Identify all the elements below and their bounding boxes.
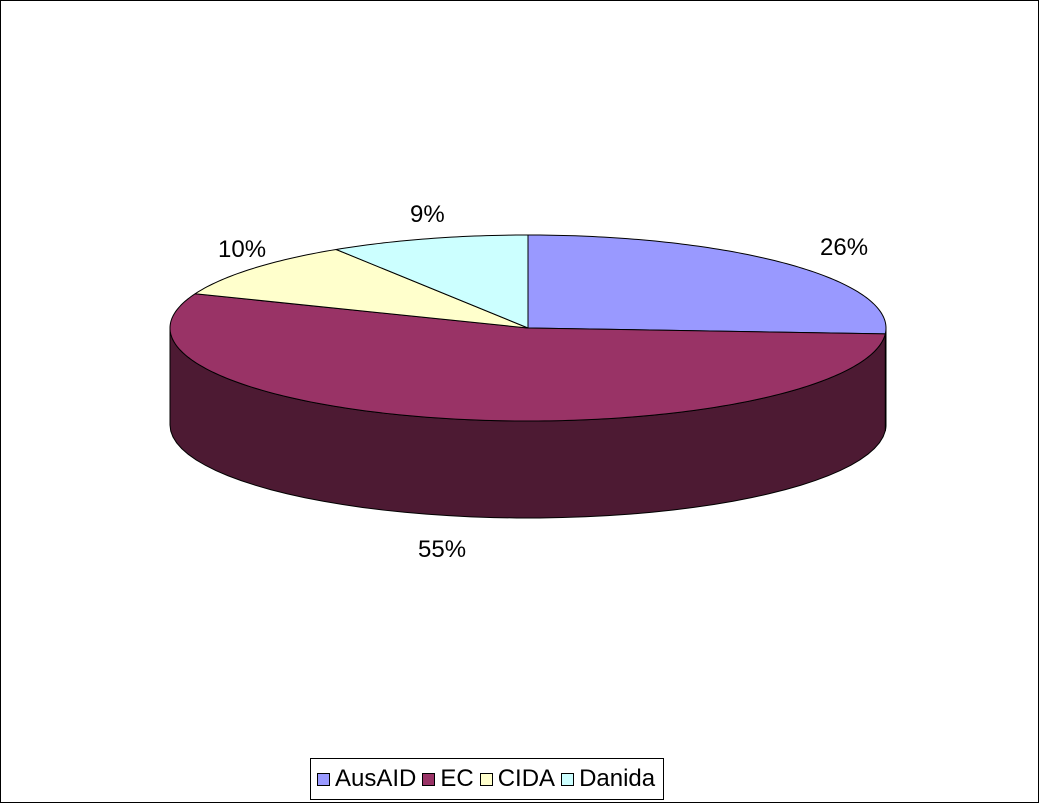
pie-labels-group: 26% 55% 10% 9% (218, 201, 868, 563)
pie-top-group (169, 234, 887, 422)
pie-slice-cida (194, 248, 529, 329)
legend-label-ec: EC (440, 765, 474, 792)
legend-label-cida: CIDA (497, 765, 556, 792)
legend-label-danida: Danida (579, 765, 656, 792)
legend-swatch-ec (422, 772, 436, 786)
data-label-danida: 9% (410, 201, 445, 228)
data-label-ausaid: 26% (820, 234, 868, 261)
legend-item-cida: CIDA (479, 765, 556, 793)
legend-item-ausaid: AusAID (317, 765, 416, 793)
pie-slice-danida (335, 234, 529, 329)
pie-slice-ec (169, 293, 886, 422)
legend-item-danida: Danida (561, 765, 655, 793)
legend-label-ausaid: AusAID (335, 765, 417, 792)
legend-swatch-danida (561, 772, 575, 786)
legend: AusAID EC CIDA Danida (310, 758, 665, 800)
pie-slice-ausaid (527, 234, 887, 335)
legend-swatch-cida (479, 772, 493, 786)
legend-swatch-ausaid (317, 772, 330, 786)
data-label-ec: 55% (418, 536, 466, 563)
data-label-cida: 10% (218, 236, 266, 263)
legend-item-ec: EC (422, 765, 474, 793)
